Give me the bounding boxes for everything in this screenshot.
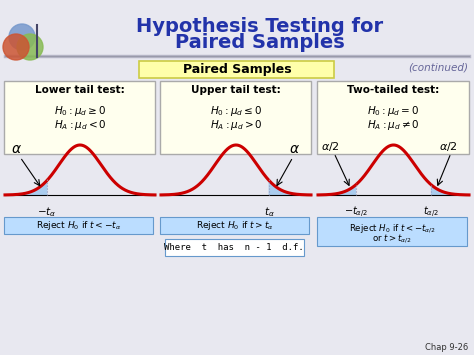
Polygon shape: [318, 185, 356, 195]
Text: Reject $H_0$ if $t < -t_\alpha$: Reject $H_0$ if $t < -t_\alpha$: [36, 218, 122, 231]
FancyBboxPatch shape: [161, 217, 310, 234]
Text: $\alpha$: $\alpha$: [11, 142, 22, 156]
Polygon shape: [5, 181, 47, 195]
Text: $H_A: \mu_d > 0$: $H_A: \mu_d > 0$: [210, 118, 262, 132]
Text: (continued): (continued): [408, 62, 468, 72]
Text: $\alpha/2$: $\alpha/2$: [439, 140, 458, 153]
Text: $t_{\alpha/2}$: $t_{\alpha/2}$: [423, 205, 439, 220]
Text: Paired Samples: Paired Samples: [182, 62, 292, 76]
FancyBboxPatch shape: [4, 81, 155, 153]
Text: $-t_{\alpha/2}$: $-t_{\alpha/2}$: [344, 205, 368, 220]
Circle shape: [9, 24, 35, 50]
Text: Hypothesis Testing for: Hypothesis Testing for: [137, 17, 383, 37]
Text: $H_0: \mu_d \leq 0$: $H_0: \mu_d \leq 0$: [210, 104, 262, 118]
FancyBboxPatch shape: [165, 239, 304, 256]
Text: Paired Samples: Paired Samples: [175, 33, 345, 53]
Circle shape: [3, 34, 29, 60]
Text: $\alpha/2$: $\alpha/2$: [321, 140, 340, 153]
Polygon shape: [269, 181, 311, 195]
FancyBboxPatch shape: [318, 81, 470, 153]
Text: Lower tail test:: Lower tail test:: [35, 85, 125, 95]
Text: or $t > t_{\alpha/2}$: or $t > t_{\alpha/2}$: [373, 233, 412, 245]
Text: Where  t  has  n - 1  d.f.: Where t has n - 1 d.f.: [164, 242, 304, 251]
Text: $H_0: \mu_d \geq 0$: $H_0: \mu_d \geq 0$: [54, 104, 106, 118]
Text: Reject $H_0$ if $t > t_\alpha$: Reject $H_0$ if $t > t_\alpha$: [196, 218, 274, 231]
Text: $H_A: \mu_d < 0$: $H_A: \mu_d < 0$: [54, 118, 106, 132]
Text: $t_\alpha$: $t_\alpha$: [264, 205, 274, 219]
Text: $H_0: \mu_d = 0$: $H_0: \mu_d = 0$: [367, 104, 419, 118]
FancyBboxPatch shape: [318, 217, 467, 246]
Text: $H_A: \mu_d \neq 0$: $H_A: \mu_d \neq 0$: [367, 118, 420, 132]
Text: $-t_\alpha$: $-t_\alpha$: [37, 205, 57, 219]
FancyBboxPatch shape: [4, 217, 154, 234]
Text: Chap 9-26: Chap 9-26: [425, 343, 468, 352]
Polygon shape: [431, 185, 469, 195]
Text: Two-tailed test:: Two-tailed test:: [347, 85, 439, 95]
Text: Reject $H_0$ if $t < -t_{\alpha/2}$: Reject $H_0$ if $t < -t_{\alpha/2}$: [349, 223, 436, 235]
Circle shape: [17, 34, 43, 60]
Text: Upper tail test:: Upper tail test:: [191, 85, 281, 95]
Text: $\alpha$: $\alpha$: [289, 142, 300, 156]
FancyBboxPatch shape: [161, 81, 311, 153]
FancyBboxPatch shape: [139, 60, 335, 77]
